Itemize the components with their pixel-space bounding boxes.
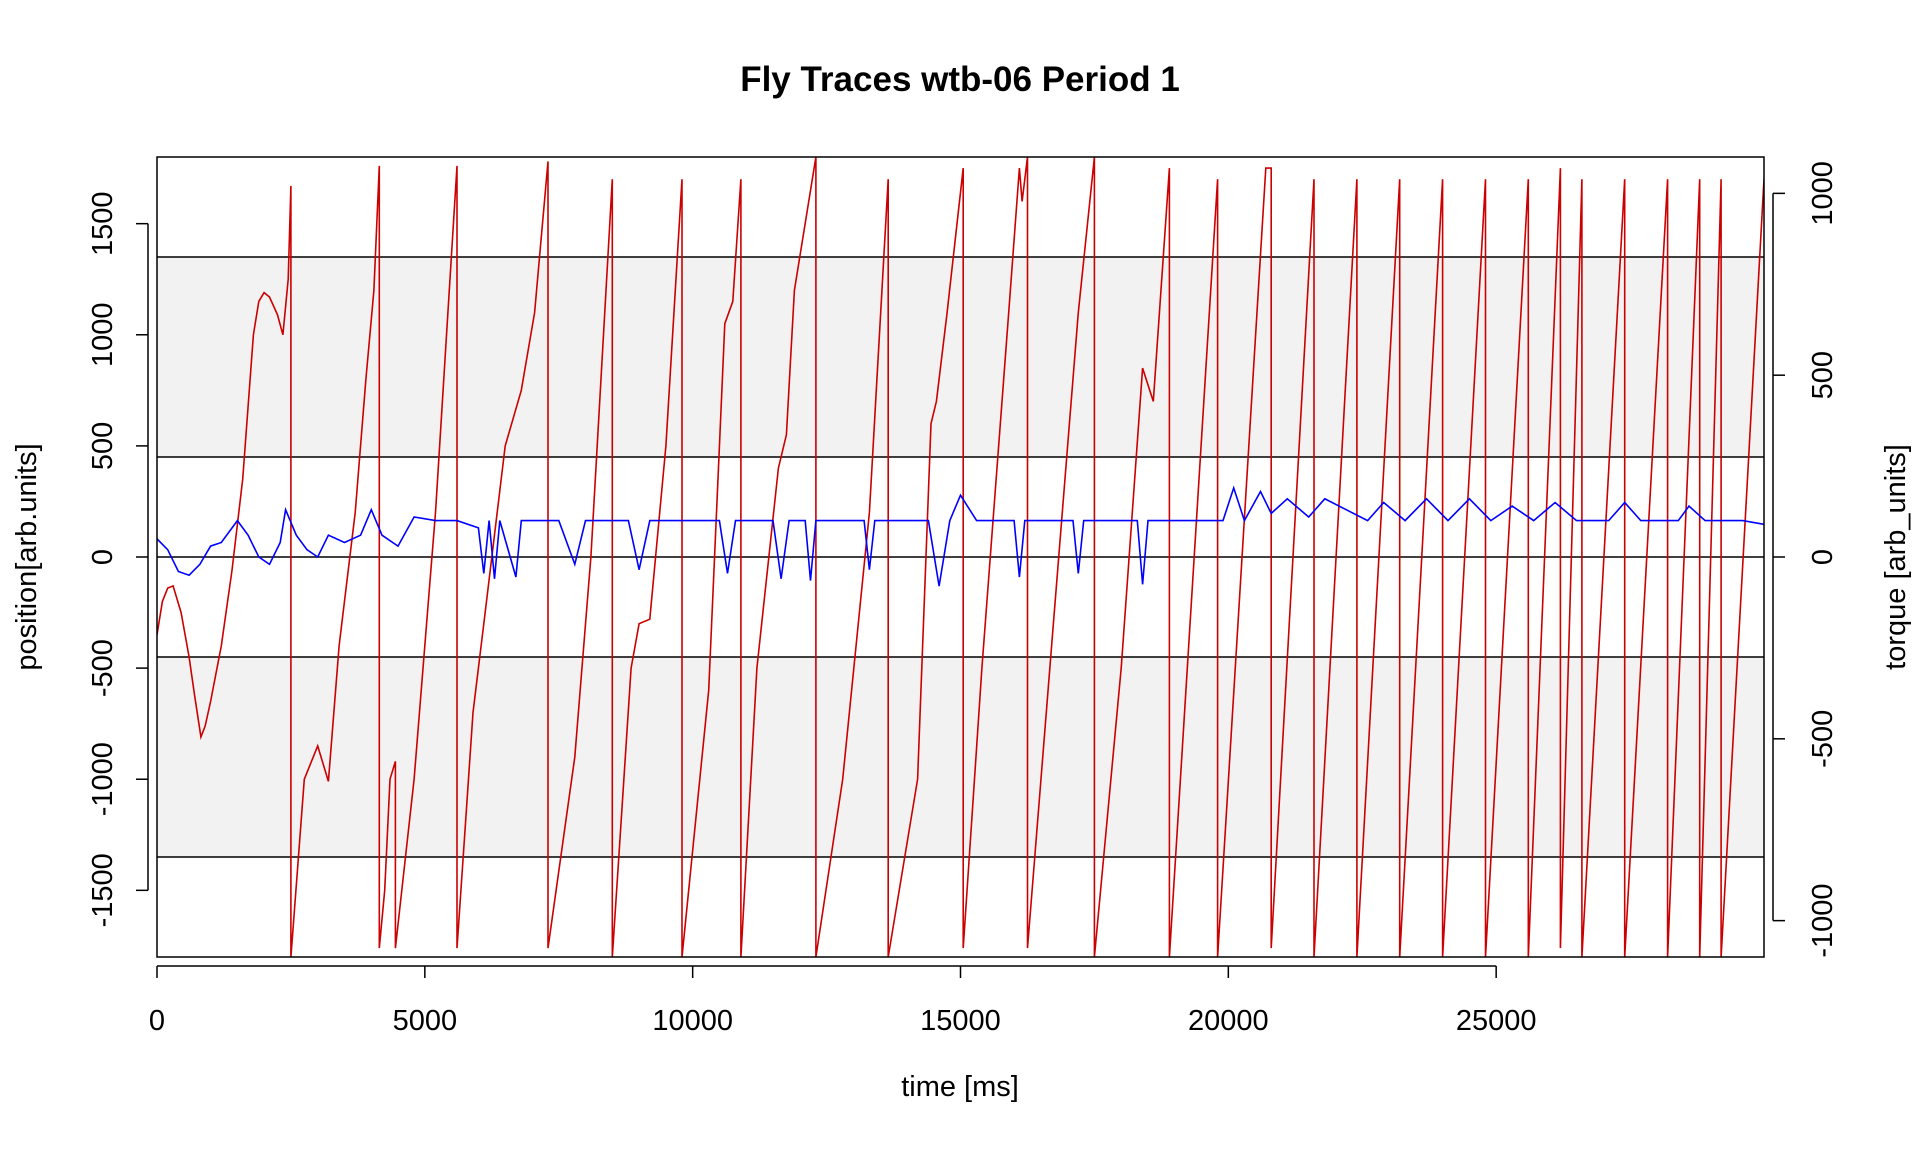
torque-trace	[157, 485, 1764, 587]
y2-tick-label-3: 500	[1807, 351, 1839, 399]
y2-tick-label-1: -500	[1807, 710, 1839, 768]
x-tick-label-4: 20000	[1188, 1005, 1269, 1037]
y2-tick-label-4: 1000	[1807, 161, 1839, 226]
position-trace	[157, 157, 1764, 957]
y2-tick-label-2: 0	[1807, 549, 1839, 565]
y-tick-label-0: -1500	[87, 853, 119, 927]
y-tick-label-3: 0	[87, 549, 119, 565]
y-tick-label-2: -500	[87, 639, 119, 697]
plot-area	[157, 157, 1764, 957]
shaded-band-1	[157, 657, 1764, 857]
x-axis-label: time [ms]	[901, 1071, 1019, 1103]
plot-frame	[156, 156, 1765, 958]
y2-axis-label: torque [arb_units]	[1880, 444, 1912, 670]
axes: 0 5000 10000 15000 20000 25000-1500-1000-5000…	[87, 156, 1839, 1037]
x-tick-label-2: 10000	[652, 1005, 733, 1037]
x-tick-label-1: 5000	[393, 1005, 458, 1037]
y-axis-label: position[arb.units]	[11, 443, 43, 670]
chart-title: Fly Traces wtb-06 Period 1	[740, 60, 1180, 99]
x-tick-label-5: 25000	[1456, 1005, 1537, 1037]
x-tick-label-3: 15000	[920, 1005, 1001, 1037]
y-tick-label-4: 500	[87, 422, 119, 470]
y-tick-label-5: 1000	[87, 303, 119, 368]
y2-tick-label-0: -1000	[1807, 884, 1839, 958]
y-tick-label-1: -1000	[87, 742, 119, 816]
y-tick-label-6: 1500	[87, 191, 119, 256]
shaded-band-0	[157, 257, 1764, 457]
x-tick-label-0: 0	[149, 1005, 165, 1037]
